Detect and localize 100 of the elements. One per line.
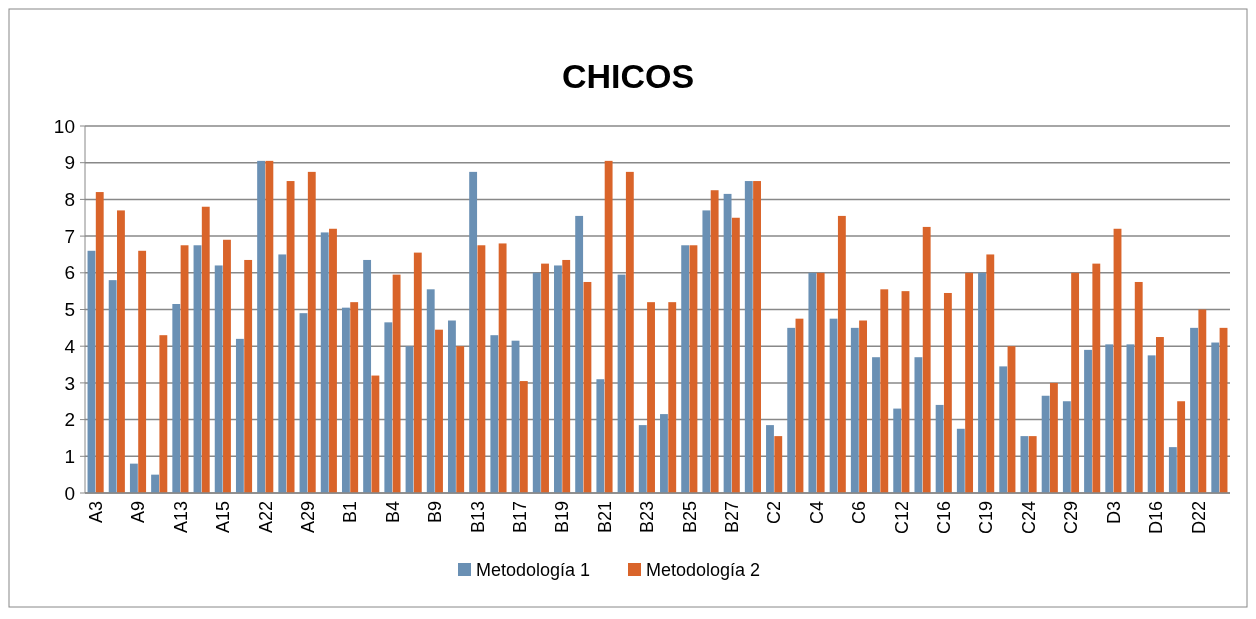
x-tick-label: C19 <box>976 501 997 535</box>
bar <box>384 322 393 493</box>
bar <box>307 171 316 493</box>
bar <box>1020 436 1029 493</box>
bar <box>117 210 125 493</box>
bar <box>1177 401 1186 493</box>
x-tick-label: C4 <box>806 501 827 525</box>
bar <box>244 259 253 493</box>
bar <box>490 335 499 493</box>
bar <box>223 239 231 493</box>
y-tick-label: 6 <box>64 262 75 284</box>
bar <box>723 193 732 493</box>
chart-title: CHICOS <box>561 57 695 95</box>
bar <box>702 210 711 493</box>
bar <box>1190 327 1198 493</box>
x-tick-label: C16 <box>934 501 955 535</box>
y-tick-label: 5 <box>64 299 75 321</box>
bar <box>1168 447 1177 493</box>
bar <box>753 181 761 493</box>
bar <box>604 160 613 493</box>
bar <box>1105 344 1114 493</box>
bar <box>829 318 838 493</box>
x-tick-label: C29 <box>1061 501 1082 535</box>
y-tick-label: 8 <box>64 189 75 211</box>
bar <box>668 302 677 493</box>
bar <box>850 327 859 493</box>
bar <box>329 228 337 493</box>
bar <box>922 226 931 493</box>
bar <box>392 274 401 493</box>
x-tick-label: A29 <box>297 501 318 534</box>
bar <box>1049 382 1058 493</box>
bar <box>681 245 690 493</box>
bar <box>978 272 986 493</box>
bar <box>1147 355 1156 493</box>
bar <box>787 327 796 493</box>
x-tick-label: C24 <box>1018 501 1039 535</box>
x-tick-label: B27 <box>722 501 743 534</box>
bar <box>914 357 923 493</box>
bar <box>532 272 541 493</box>
bar <box>1134 281 1143 493</box>
x-tick-label: D22 <box>1188 501 1209 535</box>
bar <box>129 463 138 493</box>
bar <box>880 289 889 493</box>
bar <box>710 190 719 493</box>
bar <box>893 408 902 493</box>
x-tick-label: D3 <box>1103 501 1124 525</box>
bar <box>808 272 817 493</box>
bar <box>95 192 104 493</box>
x-tick-label: C6 <box>849 501 870 525</box>
bar <box>625 171 634 493</box>
y-tick-label: 1 <box>64 445 75 467</box>
bar <box>519 381 528 493</box>
bar <box>448 320 456 493</box>
bar <box>278 254 287 493</box>
x-tick-label: D16 <box>1146 501 1167 535</box>
bar <box>214 265 223 493</box>
bar <box>1211 342 1220 493</box>
legend-label: Metodología 2 <box>646 560 761 581</box>
bar <box>201 206 210 493</box>
bar <box>159 335 168 493</box>
x-tick-label: C12 <box>891 501 912 535</box>
bar <box>151 474 160 493</box>
x-tick-label: B17 <box>509 501 530 534</box>
bar <box>965 272 974 493</box>
bar <box>837 215 846 493</box>
x-tick-label: B21 <box>594 501 615 534</box>
bar <box>413 252 422 493</box>
x-tick-label: A9 <box>128 501 149 524</box>
bar <box>999 366 1008 493</box>
bar <box>286 181 295 493</box>
bar <box>235 338 244 493</box>
bar <box>172 304 181 493</box>
x-tick-label: A22 <box>255 501 276 534</box>
x-tick-label: C2 <box>764 501 785 525</box>
bar <box>477 245 486 493</box>
bar <box>562 259 571 493</box>
bar <box>320 232 329 493</box>
x-tick-label: B23 <box>637 501 658 534</box>
bar <box>859 320 867 493</box>
y-tick-label: 7 <box>64 225 75 247</box>
bar <box>1084 349 1092 493</box>
x-tick-label: B9 <box>425 501 446 524</box>
bar <box>1028 436 1037 493</box>
x-tick-label: B25 <box>679 501 700 534</box>
bar <box>541 263 549 493</box>
bar <box>265 160 274 493</box>
bar <box>774 436 783 493</box>
bar <box>1062 401 1071 493</box>
x-tick-label: B13 <box>467 501 488 534</box>
bar <box>1041 395 1050 493</box>
x-tick-label: A15 <box>213 501 234 534</box>
x-tick-label: A13 <box>170 501 191 534</box>
bar <box>583 281 592 493</box>
y-tick-label: 3 <box>64 372 75 394</box>
bar <box>596 379 605 493</box>
bar <box>554 265 562 493</box>
x-tick-label: A3 <box>85 501 106 524</box>
bar <box>575 215 584 493</box>
bar <box>766 425 774 493</box>
bar <box>469 171 478 493</box>
